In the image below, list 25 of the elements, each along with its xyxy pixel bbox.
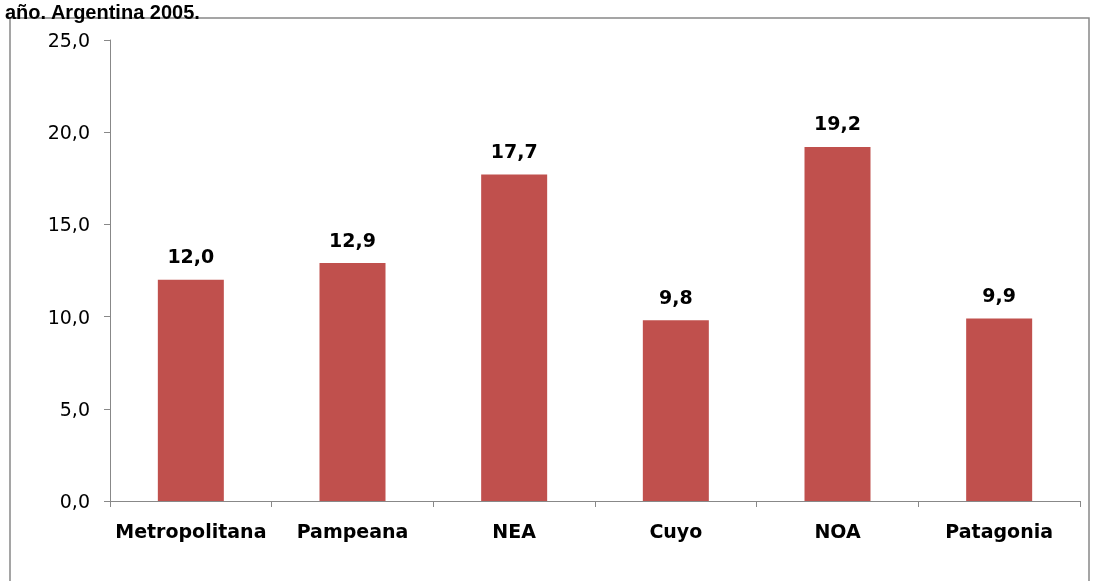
data-label: 12,9 <box>329 228 376 251</box>
bar <box>966 318 1033 501</box>
x-tick-label: NOA <box>814 519 861 542</box>
y-tick-label: 15,0 <box>47 213 90 236</box>
x-tick-label: Patagonia <box>945 519 1053 542</box>
data-label: 9,9 <box>982 283 1016 306</box>
x-tick-label: NEA <box>492 519 537 542</box>
y-tick-label: 0,0 <box>59 490 90 512</box>
chart-title: año. Argentina 2005. <box>5 1 200 23</box>
bar <box>804 146 871 501</box>
data-label: 12,0 <box>167 245 215 268</box>
data-label: 9,8 <box>659 285 693 308</box>
bar <box>642 320 709 501</box>
bar <box>319 263 386 501</box>
x-tick-label: Cuyo <box>649 519 703 542</box>
x-tick-label: Metropolitana <box>115 519 267 542</box>
y-tick-label: 20,0 <box>47 121 90 144</box>
y-tick-label: 25,0 <box>47 29 90 51</box>
data-label: 17,7 <box>490 140 538 163</box>
x-tick-label: Pampeana <box>296 519 409 542</box>
y-tick-label: 5,0 <box>59 397 90 420</box>
bar <box>157 279 224 501</box>
data-label: 19,2 <box>814 112 861 135</box>
y-tick-label: 10,0 <box>47 305 90 328</box>
bar <box>481 174 548 501</box>
